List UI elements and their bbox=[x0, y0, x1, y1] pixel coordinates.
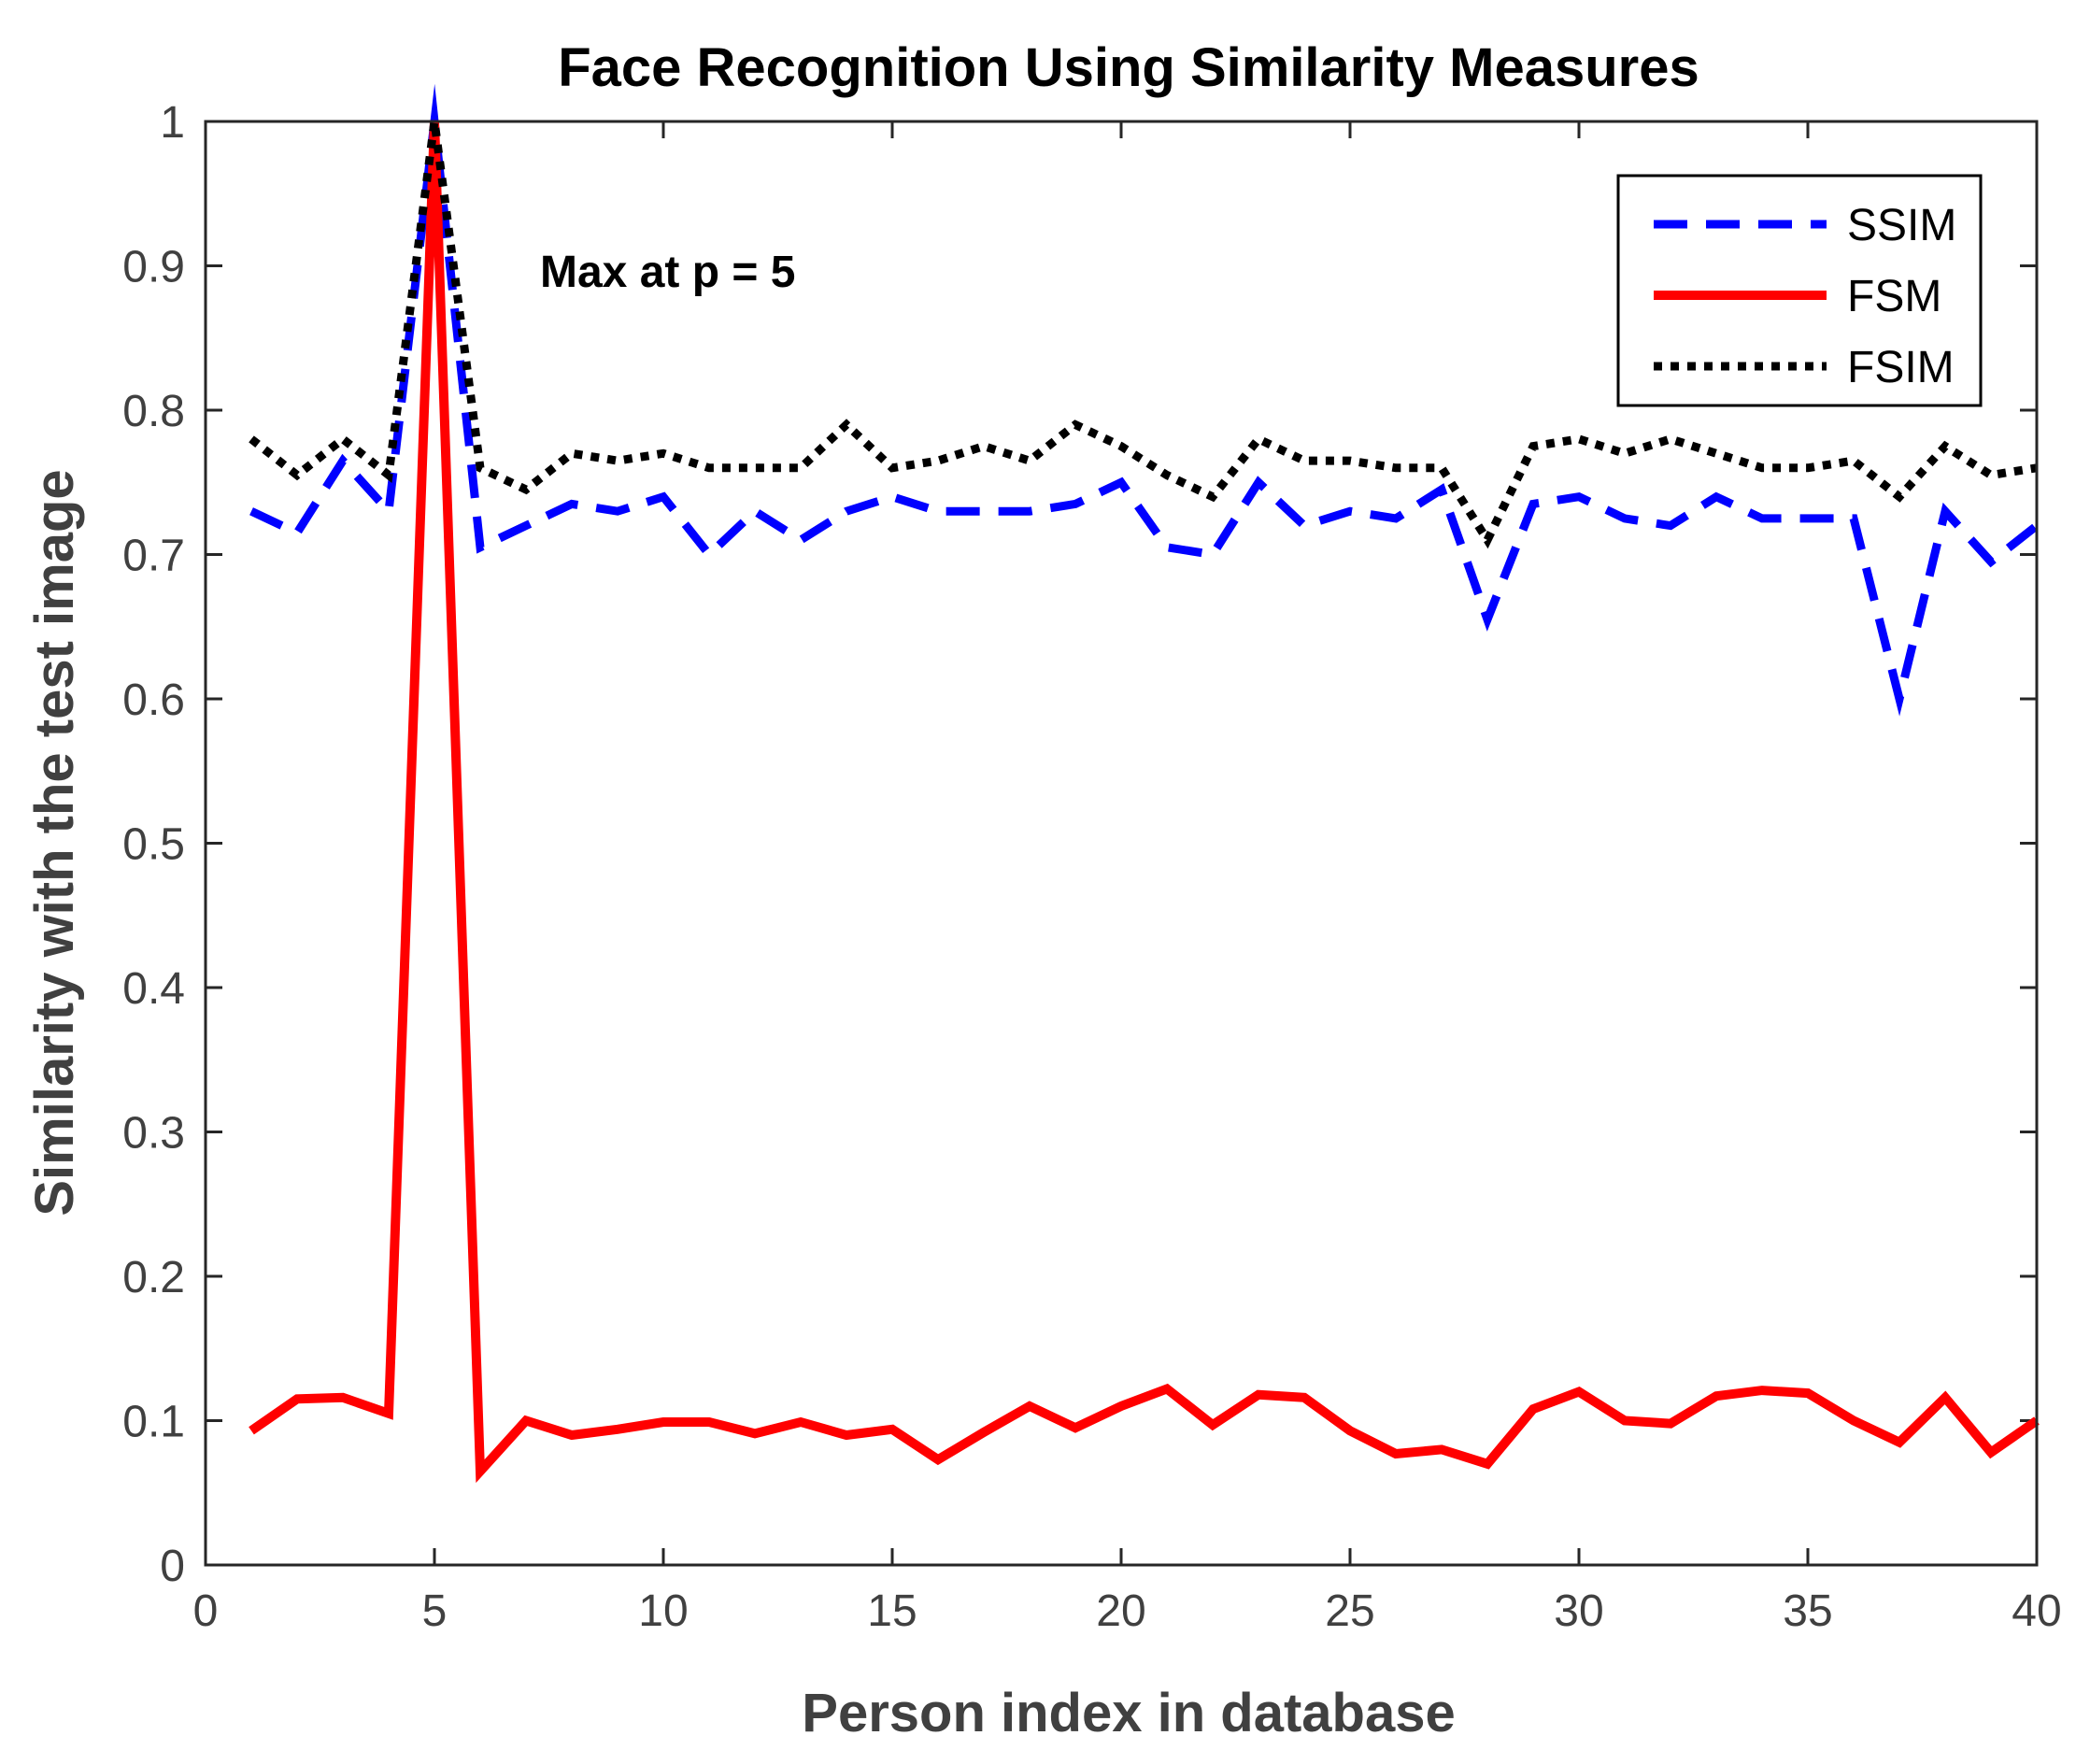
plot-area-frame bbox=[204, 120, 2039, 1567]
legend-label-fsm: FSM bbox=[1847, 272, 1941, 321]
y-tick-label: 0.4 bbox=[122, 964, 185, 1014]
x-tick-label: 25 bbox=[1325, 1586, 1374, 1636]
y-tick-label: 0.3 bbox=[122, 1109, 185, 1159]
x-tick-label: 10 bbox=[638, 1586, 688, 1636]
y-tick-label: 0.9 bbox=[122, 243, 185, 292]
y-axis-ticks: 0 0.1 0.2 0.3 0.4 0.5 0.6 0.7 0.8 0.9 1 bbox=[122, 98, 2037, 1591]
x-axis-ticks: 0 5 10 15 20 25 30 35 40 bbox=[193, 121, 2062, 1636]
x-tick-label: 5 bbox=[422, 1586, 448, 1636]
max-annotation: Max at p = 5 bbox=[540, 248, 795, 297]
x-tick-label: 40 bbox=[2012, 1586, 2061, 1636]
legend: SSIM FSM FSIM bbox=[1616, 174, 1983, 407]
y-tick-label: 0.6 bbox=[122, 676, 185, 725]
x-tick-label: 20 bbox=[1096, 1586, 1145, 1636]
y-tick-label: 0.7 bbox=[122, 532, 185, 581]
y-tick-label: 0.2 bbox=[122, 1253, 185, 1302]
y-tick-label: 0.1 bbox=[122, 1398, 185, 1447]
series-line-fsm bbox=[249, 121, 2040, 1484]
y-tick-label: 1 bbox=[160, 98, 185, 148]
x-tick-label: 0 bbox=[193, 1586, 219, 1636]
y-axis-label: Similarity with the test image bbox=[24, 469, 85, 1216]
legend-label-ssim: SSIM bbox=[1847, 201, 1956, 250]
y-tick-label: 0 bbox=[160, 1542, 185, 1591]
series-layer bbox=[249, 83, 2040, 1484]
series-line-ssim bbox=[249, 83, 2040, 717]
y-tick-label: 0.5 bbox=[122, 820, 185, 870]
y-tick-label: 0.8 bbox=[122, 387, 185, 436]
series-line-fsim bbox=[249, 89, 2038, 549]
x-tick-label: 15 bbox=[867, 1586, 917, 1636]
x-tick-label: 30 bbox=[1554, 1586, 1603, 1636]
chart-title: Face Recognition Using Similarity Measur… bbox=[558, 37, 1699, 98]
x-tick-label: 35 bbox=[1783, 1586, 1832, 1636]
x-axis-label: Person index in database bbox=[802, 1683, 1455, 1743]
legend-label-fsim: FSIM bbox=[1847, 343, 1955, 392]
